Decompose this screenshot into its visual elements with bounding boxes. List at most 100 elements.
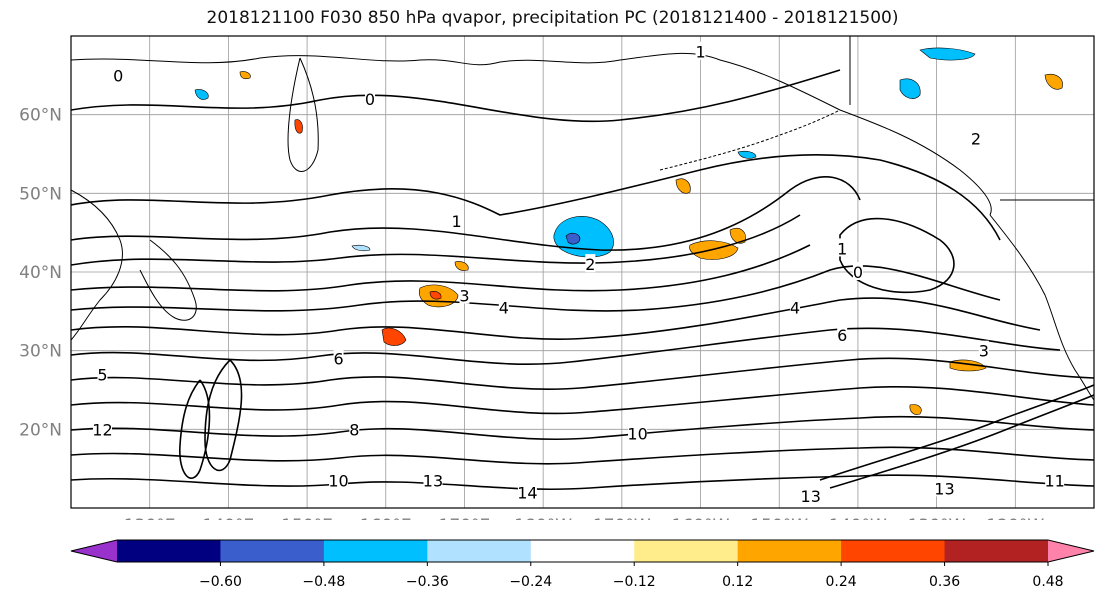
coastline-japan: [139, 239, 197, 321]
contour-label: 1: [837, 239, 847, 258]
contour-label: 1: [451, 212, 461, 231]
contour-line: [71, 214, 801, 266]
contour-label-bg: [92, 419, 112, 438]
lon-tick-label: 150°W: [750, 516, 808, 520]
pc-blob-positive: [1044, 73, 1063, 90]
pc-blob-positive-core: [429, 291, 442, 300]
coastline-alaska: [719, 59, 992, 216]
colorbar-tick-label: 0.24: [826, 574, 857, 590]
contour-line: [71, 176, 861, 251]
lon-tick-label: 140°W: [829, 516, 887, 520]
contour-label: 0: [365, 90, 375, 109]
contour-label: 13: [934, 479, 954, 498]
contour-line: [839, 217, 955, 294]
lon-tick-label: 170°E: [439, 516, 491, 520]
contour-label: 0: [853, 263, 863, 282]
colorbar-tick-label: 0.36: [929, 574, 960, 590]
contour-line: [71, 297, 1041, 340]
lat-tick-labels: 20°N 30°N 40°N 50°N 60°N: [19, 106, 62, 441]
contour-label-bg: [628, 423, 648, 442]
contour-label: 2: [585, 255, 595, 274]
contour-label: 4: [499, 298, 509, 317]
pc-blob-positive: [239, 71, 251, 80]
contour-label-bg: [837, 324, 848, 343]
coastline-siberia: [71, 52, 721, 66]
contour-label: 3: [459, 287, 469, 306]
contour-label-bg: [365, 88, 376, 107]
contour-line: [71, 265, 1001, 312]
colorbar-segment: [117, 540, 221, 562]
contour-label-bg: [970, 128, 981, 147]
contour-label: 10: [627, 424, 647, 443]
colorbar-tick-label: 0.48: [1032, 574, 1063, 590]
pc-blob-positive: [294, 119, 303, 134]
contour-label: 6: [837, 326, 847, 345]
colorbar-tick-label: −0.36: [406, 574, 449, 590]
contour-label-bg: [517, 482, 537, 501]
colorbar-segment: [220, 540, 325, 562]
colorbar-tick-label: −0.24: [509, 574, 552, 590]
colorbar-segment: [737, 540, 842, 562]
pc-blob-negative: [919, 47, 976, 61]
contour-label-bg: [1045, 470, 1065, 489]
pc-blob-positive: [454, 261, 469, 271]
contour-label-bg: [451, 210, 462, 229]
contour-label-bg: [423, 470, 443, 489]
contour-label-bg: [459, 285, 470, 304]
contour-line: [71, 386, 1094, 415]
coastline-china: [71, 189, 123, 341]
pc-blob-negative-core: [565, 232, 581, 245]
contour-label: 3: [979, 342, 989, 361]
pc-blob-positive: [675, 178, 691, 194]
lon-tick-label: 160°E: [360, 516, 412, 520]
contour-label-bg: [837, 238, 848, 257]
colorbar-segment: [944, 540, 1049, 562]
pc-blob-negative: [194, 89, 209, 100]
contour-label: 13: [423, 471, 443, 490]
lat-tick-label: 60°N: [19, 106, 62, 126]
colorbar-extend-high: [1048, 540, 1094, 562]
contour-line: [829, 394, 1094, 489]
pc-blob-negative: [899, 78, 921, 99]
colorbar-segment: [323, 540, 428, 562]
contour-line: [71, 327, 1061, 365]
coastline-kamchatka: [287, 57, 319, 172]
lon-tick-label: 170°W: [593, 516, 651, 520]
contour-line: [71, 153, 1001, 241]
lat-tick-label: 30°N: [19, 342, 62, 362]
contour-label: 4: [790, 298, 800, 317]
coastlines: [71, 36, 1094, 401]
pc-blob-positive: [909, 404, 922, 415]
colorbar-extend-low: [71, 540, 117, 562]
qvapor-contours: [71, 69, 1094, 491]
coastline-aleutians: [659, 109, 841, 171]
lon-tick-label: 130°E: [124, 516, 176, 520]
pc-blob-negative: [737, 150, 757, 159]
lon-tick-label: 160°W: [672, 516, 730, 520]
contour-label-bg: [498, 297, 509, 316]
lat-tick-label: 50°N: [19, 184, 62, 204]
contour-label: 2: [971, 129, 981, 148]
contour-label-bg: [329, 470, 349, 489]
colorbar-tick-label: 0.12: [722, 574, 753, 590]
contour-label-bg: [333, 348, 344, 367]
colorbar-segment: [530, 540, 635, 562]
lon-tick-label: 130°W: [908, 516, 966, 520]
lat-tick-label: 40°N: [19, 263, 62, 283]
contour-label: 11: [1044, 471, 1064, 490]
contour-line: [179, 379, 211, 479]
pc-blob-positive: [729, 228, 746, 244]
contour-label-bg: [349, 419, 360, 438]
lon-tick-label: 140°E: [203, 516, 255, 520]
contour-label-bg: [978, 340, 989, 359]
colorbar-outline: [70, 539, 1095, 563]
pc-blob-positive: [381, 327, 407, 346]
contour-label: 10: [328, 471, 348, 490]
contour-label-bg: [695, 41, 706, 60]
lon-tick-label: 180°W: [514, 516, 572, 520]
contour-label: 5: [97, 365, 107, 384]
contour-line: [71, 415, 1094, 441]
contour-label-bg: [852, 262, 863, 280]
